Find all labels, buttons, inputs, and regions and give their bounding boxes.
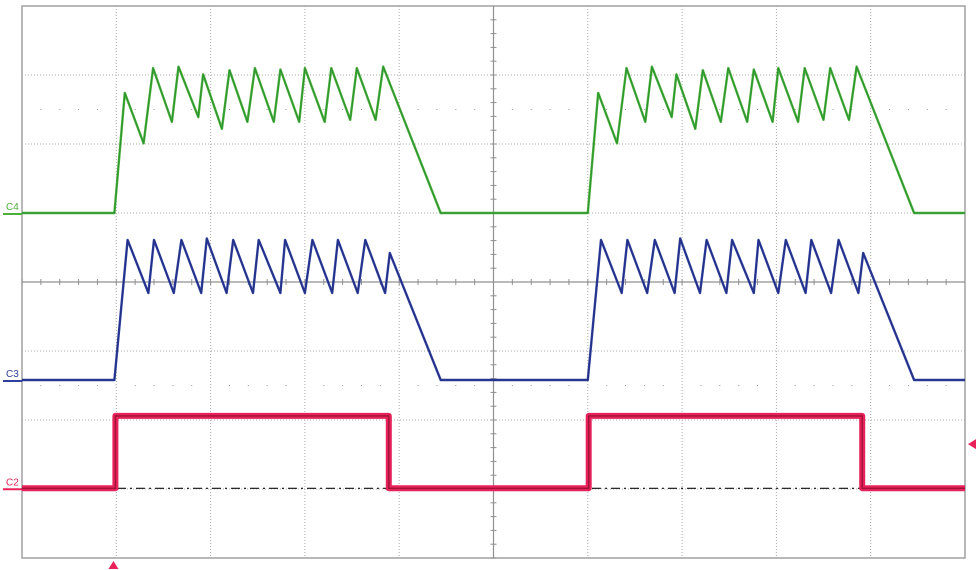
trace-c4-core bbox=[22, 64, 965, 214]
grid-dot bbox=[568, 385, 570, 386]
grid-dot bbox=[926, 385, 928, 386]
grid-dot bbox=[40, 385, 42, 386]
grid-dot bbox=[134, 385, 136, 386]
grid-dot bbox=[851, 109, 853, 110]
grid-dot bbox=[719, 385, 721, 386]
channel-labels: C4 C3 C2 bbox=[6, 202, 19, 488]
grid-dot bbox=[323, 385, 325, 386]
grid-dot bbox=[228, 385, 230, 386]
grid-dot bbox=[172, 385, 174, 386]
grid-dot bbox=[266, 385, 268, 386]
grid-dot bbox=[247, 385, 249, 386]
grid-dot bbox=[360, 109, 362, 110]
grid-dot bbox=[266, 109, 268, 110]
grid-dot bbox=[511, 385, 513, 386]
markers bbox=[108, 439, 976, 569]
grid-dot bbox=[945, 109, 947, 110]
grid-dot bbox=[757, 385, 759, 386]
grid-dot bbox=[474, 385, 476, 386]
grid-dot bbox=[323, 109, 325, 110]
grid-dot bbox=[700, 385, 702, 386]
grid-dot bbox=[794, 385, 796, 386]
grid-dot bbox=[606, 385, 608, 386]
grid-dot bbox=[832, 385, 834, 386]
grid-dot bbox=[96, 385, 98, 386]
grid-dot bbox=[625, 385, 627, 386]
grid-dot bbox=[379, 385, 381, 386]
graticule bbox=[21, 5, 966, 559]
grid-dot bbox=[662, 385, 664, 386]
grid-dot bbox=[700, 109, 702, 110]
grid-dot bbox=[455, 385, 457, 386]
grid-dot bbox=[530, 385, 532, 386]
grid-dot bbox=[549, 385, 551, 386]
grid-dot bbox=[379, 109, 381, 110]
grid-dot bbox=[436, 385, 438, 386]
grid-dot bbox=[417, 109, 419, 110]
grid-dot bbox=[342, 385, 344, 386]
grid-dot bbox=[907, 109, 909, 110]
grid-dot bbox=[889, 385, 891, 386]
grid-dot bbox=[719, 109, 721, 110]
grid-dot bbox=[78, 385, 80, 386]
grid-dot bbox=[889, 109, 891, 110]
grid-dot bbox=[436, 109, 438, 110]
grid-dot bbox=[907, 385, 909, 386]
grid-dot bbox=[191, 385, 193, 386]
grid-dot bbox=[342, 109, 344, 110]
trace-c2-core bbox=[22, 415, 965, 489]
grid-dot bbox=[757, 109, 759, 110]
grid-dot bbox=[530, 109, 532, 110]
grid-dot bbox=[662, 109, 664, 110]
grid-dot bbox=[285, 109, 287, 110]
grid-dot bbox=[511, 109, 513, 110]
channel-label-c4: C4 bbox=[6, 202, 19, 213]
grid-dot bbox=[945, 385, 947, 386]
grid-dot bbox=[40, 109, 42, 110]
traces bbox=[3, 64, 965, 492]
grid-dot bbox=[474, 109, 476, 110]
grid-dot bbox=[832, 109, 834, 110]
grid-dot bbox=[549, 109, 551, 110]
grid-dot bbox=[794, 109, 796, 110]
grid-dot bbox=[926, 109, 928, 110]
grid-dot bbox=[568, 109, 570, 110]
grid-dot bbox=[643, 109, 645, 110]
channel-label-c2: C2 bbox=[6, 477, 19, 488]
channel-label-c3: C3 bbox=[6, 369, 19, 380]
trigger-position-marker bbox=[108, 561, 119, 569]
grid-dot bbox=[813, 109, 815, 110]
grid-dot bbox=[738, 385, 740, 386]
grid-dot bbox=[625, 109, 627, 110]
grid-dot bbox=[153, 385, 155, 386]
grid-dot bbox=[643, 385, 645, 386]
grid-dot bbox=[96, 109, 98, 110]
grid-dot bbox=[851, 385, 853, 386]
grid-dot bbox=[360, 385, 362, 386]
grid-dot bbox=[59, 109, 61, 110]
grid-dot bbox=[285, 385, 287, 386]
grid-dot bbox=[191, 109, 193, 110]
grid-dot bbox=[134, 109, 136, 110]
grid-dot bbox=[153, 109, 155, 110]
grid-dot bbox=[228, 109, 230, 110]
grid-dot bbox=[78, 109, 80, 110]
grid-dot bbox=[738, 109, 740, 110]
grid-dot bbox=[606, 109, 608, 110]
grid-dot bbox=[455, 109, 457, 110]
grid-dot bbox=[417, 385, 419, 386]
trigger-level-marker bbox=[968, 439, 976, 450]
grid-dot bbox=[59, 385, 61, 386]
grid-dot bbox=[813, 385, 815, 386]
trace-c3-core bbox=[22, 238, 965, 381]
